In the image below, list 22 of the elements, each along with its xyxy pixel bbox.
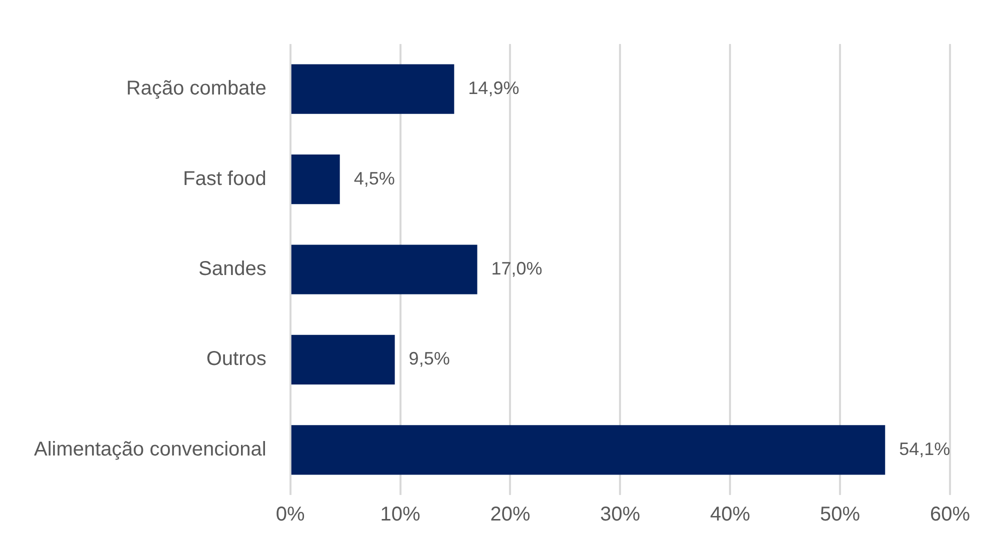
y-tick-label: Fast food <box>182 168 266 190</box>
x-tick-label: 30% <box>600 504 640 526</box>
bar <box>291 425 886 475</box>
data-label: 9,5% <box>408 348 450 369</box>
x-tick-label: 0% <box>276 504 306 526</box>
x-tick-label: 40% <box>710 504 750 526</box>
bar <box>291 244 478 294</box>
x-tick-label: 50% <box>820 504 860 526</box>
y-tick-label: Ração combate <box>126 78 266 100</box>
y-tick-label: Outros <box>206 348 266 370</box>
bar <box>291 334 395 385</box>
y-tick-label: Sandes <box>198 258 266 280</box>
bar <box>291 154 340 204</box>
data-label: 54,1% <box>899 438 950 459</box>
x-tick-label: 20% <box>490 504 530 526</box>
data-label: 17,0% <box>491 258 542 278</box>
x-tick-label: 10% <box>380 504 421 526</box>
x-tick-label: 60% <box>930 504 970 526</box>
bar <box>291 64 454 114</box>
data-label: 4,5% <box>354 168 395 188</box>
data-label: 14,9% <box>468 78 520 98</box>
y-tick-label: Alimentação convencional <box>34 438 266 460</box>
